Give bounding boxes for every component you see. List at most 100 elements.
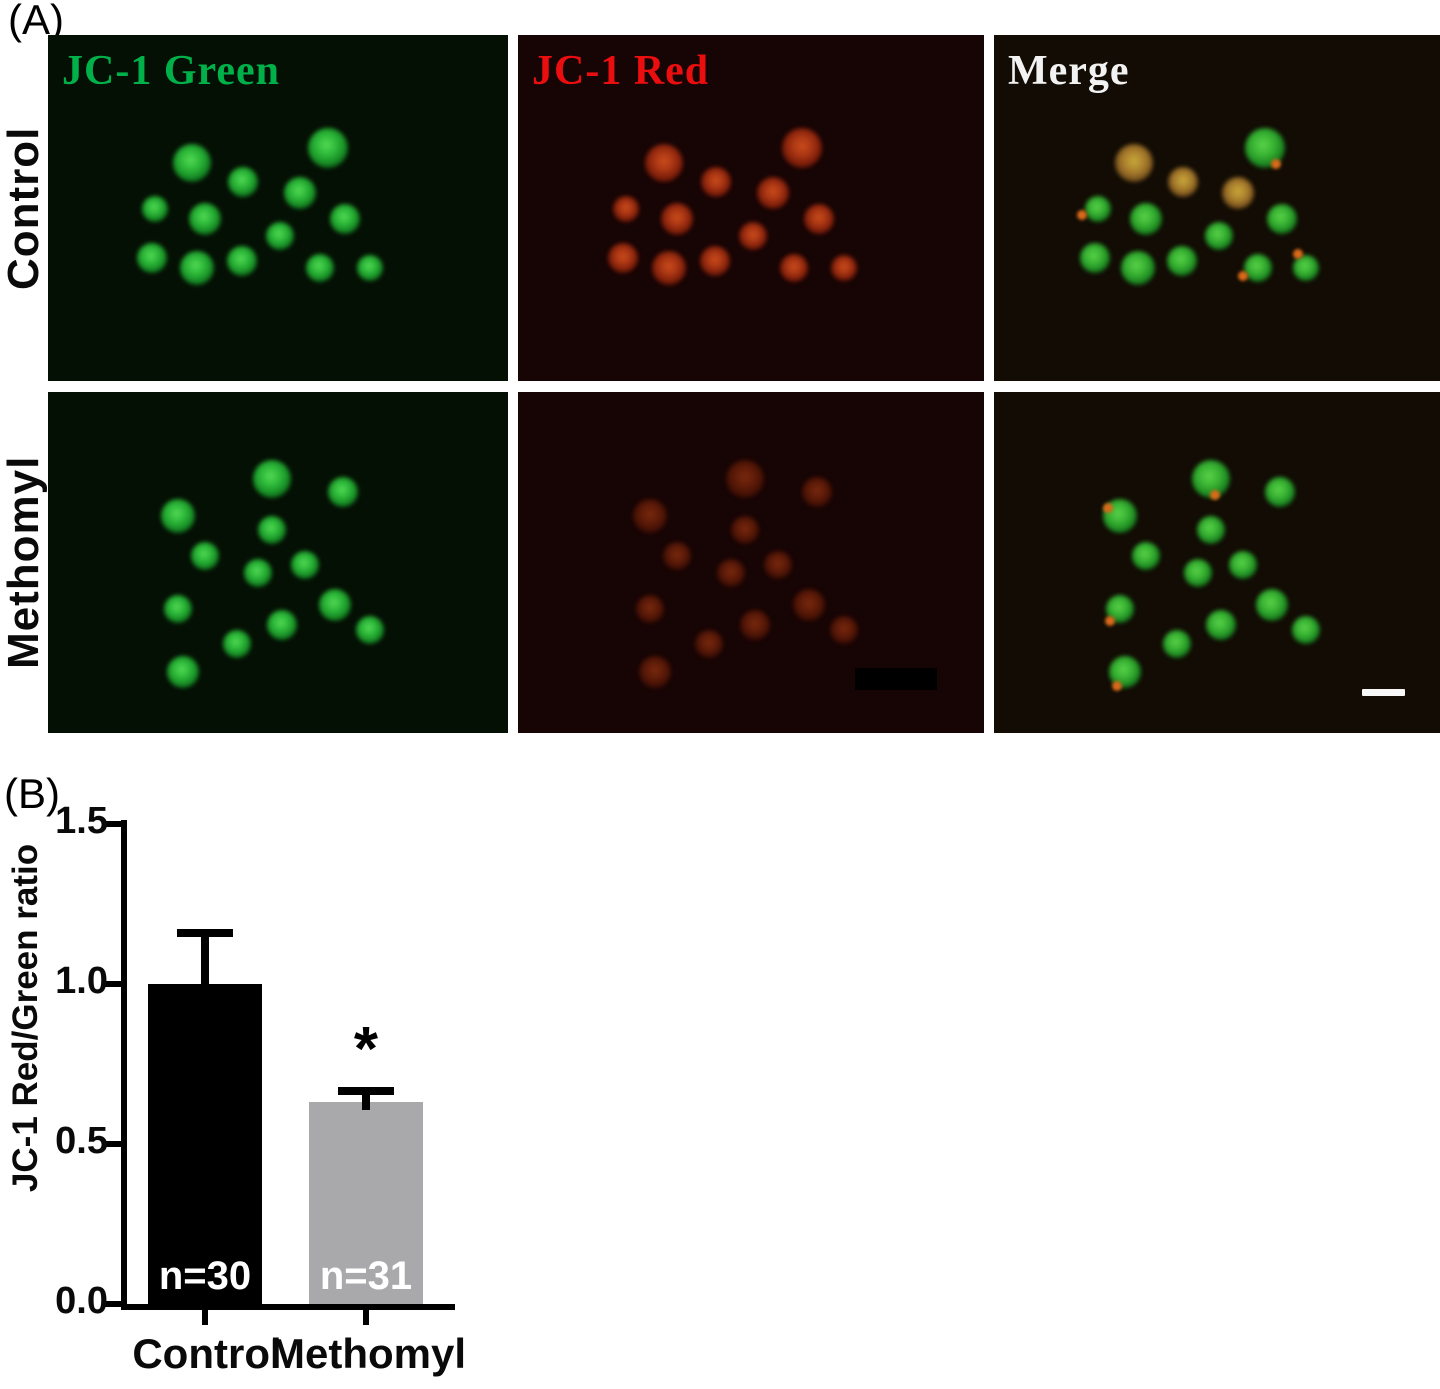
cell-blob-merge [1079, 242, 1110, 273]
cell-blob-green [356, 616, 384, 645]
cell-blob-red [663, 542, 692, 571]
significance-asterisk: * [353, 1015, 379, 1085]
x-tick-mark [363, 1309, 369, 1325]
cell-blob-merge [1222, 177, 1255, 210]
cell-blob-merge [1205, 610, 1236, 641]
row-label-control: Control [0, 126, 48, 290]
cell-blob-green [327, 476, 358, 507]
cell-blob-green [180, 250, 214, 285]
y-tick-label: 0.5 [55, 1120, 108, 1162]
cell-blob-merge [1243, 253, 1272, 282]
cell-blob-merge [1293, 254, 1320, 281]
cell-blob-green [227, 245, 257, 276]
cell-blob-green [189, 202, 221, 235]
cell-blob-red [831, 254, 858, 281]
cell-blob-red [781, 128, 822, 169]
cell-blob-merge [1130, 202, 1163, 235]
cell-blob-merge [1132, 542, 1161, 571]
cell-blob-red [830, 616, 859, 645]
channel-label-jc1-green: JC-1 Green [62, 48, 281, 94]
cell-blob-merge [1084, 195, 1111, 222]
cell-blob-green [173, 144, 211, 183]
cell-blob-merge [1168, 167, 1199, 198]
cell-blob-red [803, 203, 834, 234]
cell-blob-red [757, 177, 790, 210]
y-tick-mark [105, 1301, 122, 1307]
cell-blob-merge [1292, 616, 1321, 645]
cell-blob-green [284, 177, 316, 210]
cell-blob-red [730, 516, 759, 545]
orange-speck [1077, 209, 1088, 220]
x-category-label: Control [132, 1330, 282, 1377]
y-axis-line [121, 820, 127, 1310]
cell-blob-merge [1114, 144, 1153, 183]
micrograph-methomyl-jc1-green [48, 392, 508, 733]
x-axis-line [121, 1304, 455, 1310]
scale-bar [1362, 689, 1405, 696]
row-label-methomyl: Methomyl [0, 455, 48, 670]
cell-blob-red [792, 588, 825, 621]
error-bar-cap [177, 928, 233, 937]
cell-blob-merge [1229, 550, 1258, 579]
cell-blob-red [638, 655, 671, 688]
y-tick-mark [105, 821, 122, 827]
cell-blob-green [167, 655, 199, 688]
cell-blob-green [258, 516, 286, 545]
cell-blob-red [699, 245, 730, 276]
cell-blob-merge [1265, 476, 1296, 507]
cell-blob-green [266, 221, 294, 250]
cell-blob-merge [1121, 250, 1156, 285]
error-bar-cap [338, 1087, 394, 1096]
bar-n-label: n=30 [158, 1254, 252, 1298]
micrograph-methomyl-jc1-red [518, 392, 984, 733]
cell-blob-red [779, 253, 808, 282]
cell-blob-merge [1183, 558, 1212, 587]
blackout-rect [855, 668, 937, 690]
bar-n-label: n=31 [319, 1254, 413, 1298]
cell-blob-green [161, 498, 195, 533]
cell-blob-red [725, 459, 764, 498]
cell-blob-red [700, 167, 731, 198]
x-tick-mark [202, 1309, 208, 1325]
cell-blob-green [137, 242, 167, 273]
cell-blob-red [716, 558, 745, 587]
micrograph-methomyl-merge [994, 392, 1440, 733]
y-tick-label: 1.5 [55, 800, 108, 842]
cell-blob-green [142, 195, 168, 222]
orange-speck [1105, 616, 1116, 627]
cell-blob-green [306, 253, 334, 282]
cell-blob-green [244, 558, 272, 587]
cell-blob-green [357, 254, 383, 281]
cell-blob-merge [1163, 630, 1192, 659]
cell-blob-green [267, 610, 297, 641]
micrograph-control-merge: Merge [994, 35, 1440, 381]
cell-blob-merge [1256, 588, 1289, 621]
cell-blob-green [228, 167, 258, 198]
cell-blob-red [764, 550, 793, 579]
cell-blob-green [253, 459, 291, 498]
orange-speck [1293, 248, 1304, 259]
cell-blob-merge [1266, 203, 1297, 234]
error-bar-whisker [362, 1091, 370, 1111]
orange-speck [1210, 489, 1221, 500]
micrograph-control-jc1-red: JC-1 Red [518, 35, 984, 381]
cell-blob-green [308, 128, 348, 169]
cell-blob-green [291, 550, 319, 579]
cell-blob-red [801, 476, 832, 507]
cell-blob-green [319, 588, 351, 621]
y-tick-label: 1.0 [55, 960, 108, 1002]
cell-blob-merge [1197, 516, 1226, 545]
orange-speck [1238, 270, 1249, 281]
cell-blob-green [164, 595, 192, 624]
orange-speck [1271, 159, 1282, 170]
bar-chart-jc1-ratio: JC-1 Red/Green ratio 0.0 0.5 1.0 1.5 n=30 Con… [0, 770, 560, 1389]
cell-blob-red [661, 202, 694, 235]
y-tick-mark [105, 981, 122, 987]
cell-blob-red [740, 610, 771, 641]
channel-label-merge: Merge [1008, 48, 1130, 94]
cell-blob-red [632, 498, 667, 533]
orange-speck [1103, 502, 1114, 513]
cell-blob-green [330, 203, 360, 234]
cell-blob-merge [1204, 221, 1233, 250]
